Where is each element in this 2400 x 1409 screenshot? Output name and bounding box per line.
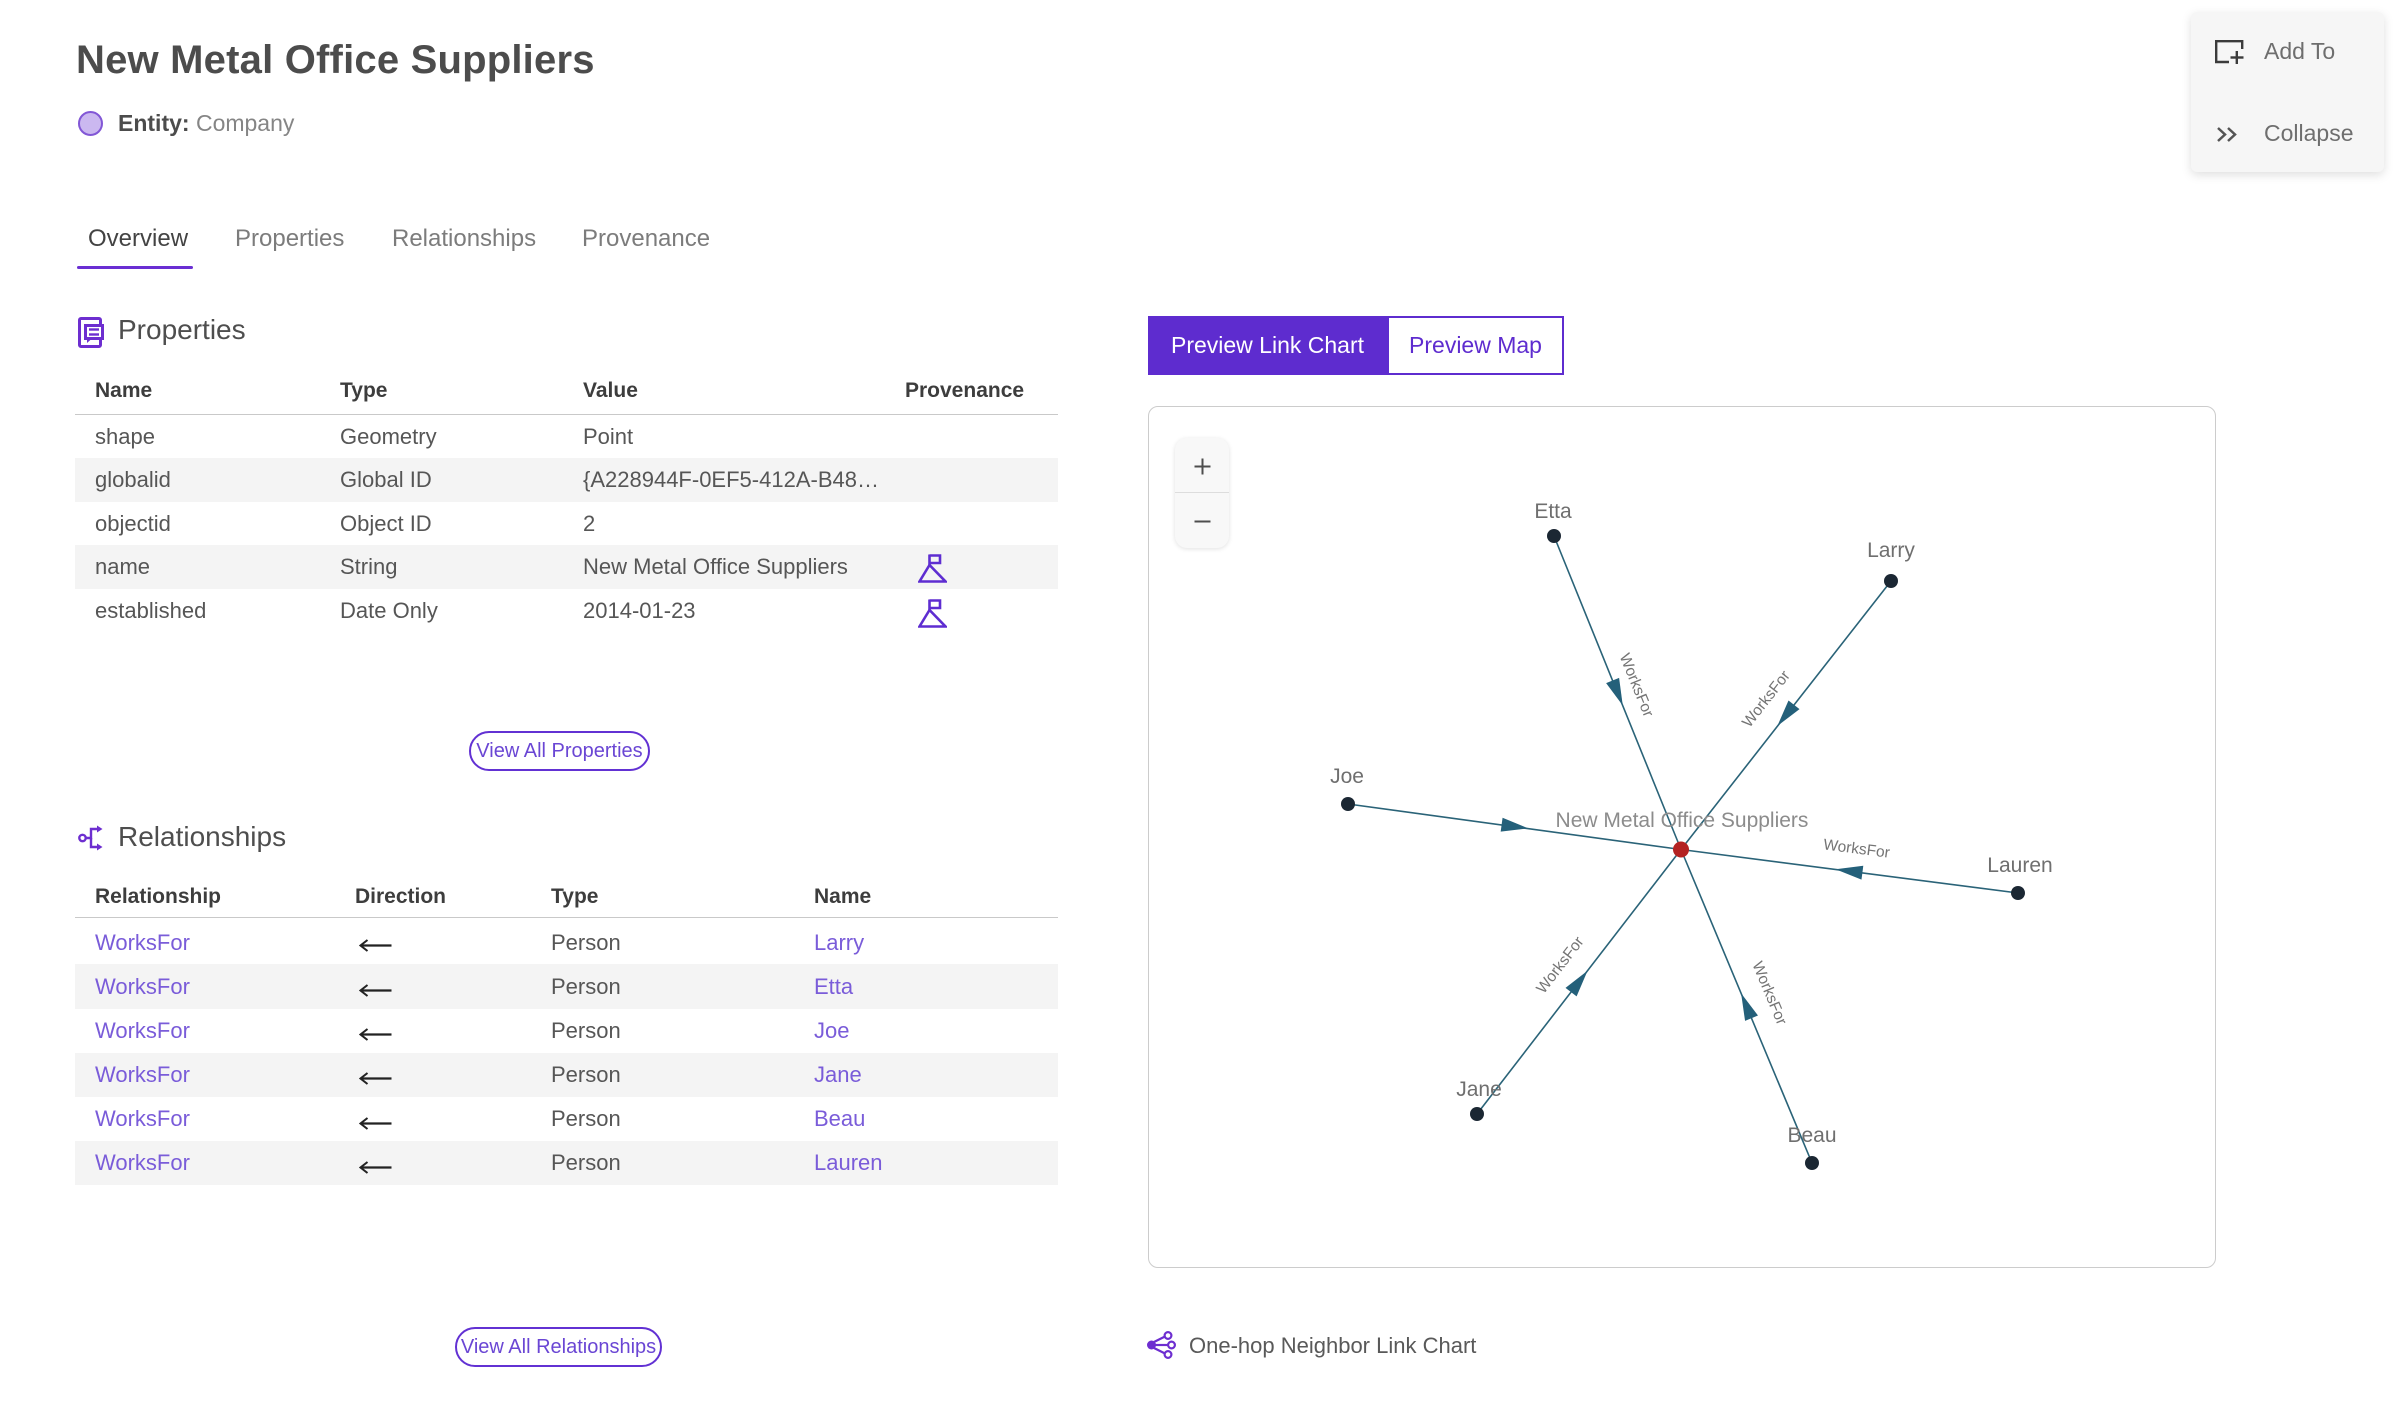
svg-text:Joe: Joe: [1330, 765, 1364, 788]
svg-text:WorksFor: WorksFor: [1616, 651, 1657, 719]
svg-text:Jane: Jane: [1456, 1078, 1502, 1101]
svg-text:Lauren: Lauren: [1987, 854, 2052, 877]
svg-text:Etta: Etta: [1534, 500, 1572, 523]
svg-text:WorksFor: WorksFor: [1739, 668, 1794, 731]
svg-text:WorksFor: WorksFor: [1748, 959, 1789, 1027]
svg-text:Larry: Larry: [1867, 539, 1915, 562]
svg-text:WorksFor: WorksFor: [1822, 836, 1891, 861]
svg-text:Beau: Beau: [1787, 1124, 1836, 1147]
svg-text:New Metal Office Suppliers: New Metal Office Suppliers: [1556, 809, 1809, 832]
